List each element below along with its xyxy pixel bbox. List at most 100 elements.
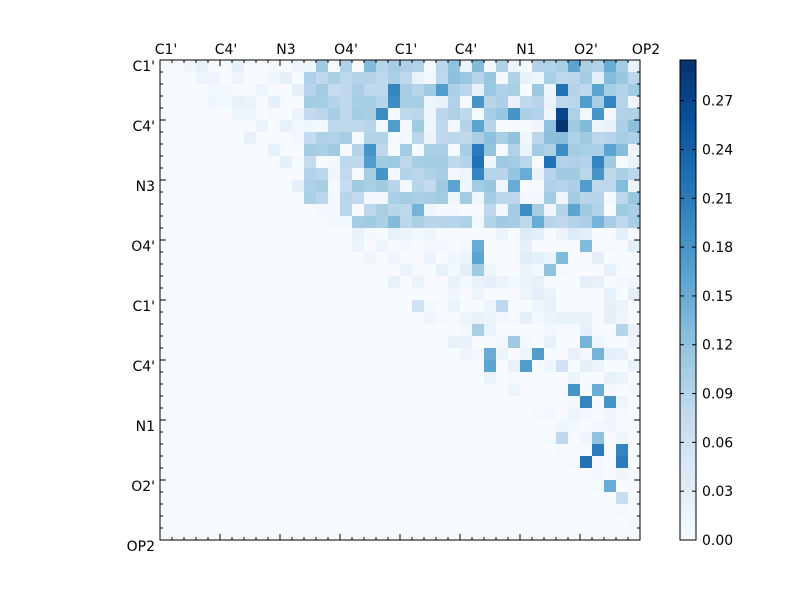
heatmap-cell — [292, 336, 305, 349]
heatmap-cell — [292, 516, 305, 529]
heatmap-cell — [388, 300, 401, 313]
heatmap-cell — [184, 180, 197, 193]
heatmap-cell — [592, 312, 605, 325]
heatmap-cell — [208, 264, 221, 277]
heatmap-cell — [580, 288, 593, 301]
heatmap-cell — [292, 276, 305, 289]
heatmap-cell — [568, 384, 581, 397]
heatmap-cell — [412, 432, 425, 445]
heatmap-cell — [328, 240, 341, 253]
heatmap-cell — [628, 492, 641, 505]
heatmap-cell — [364, 264, 377, 277]
heatmap-cell — [220, 288, 233, 301]
heatmap-cell — [628, 240, 641, 253]
heatmap-cell — [184, 528, 197, 541]
heatmap-cell — [388, 276, 401, 289]
heatmap-cell — [172, 216, 185, 229]
colorbar-tick-label: 0.00 — [702, 533, 733, 549]
heatmap-cell — [208, 204, 221, 217]
heatmap-cell — [304, 348, 317, 361]
heatmap-cell — [520, 300, 533, 313]
heatmap-cell — [256, 396, 269, 409]
heatmap-cell — [568, 228, 581, 241]
heatmap-cell — [268, 504, 281, 517]
heatmap-cell — [364, 276, 377, 289]
heatmap-cell — [160, 300, 173, 313]
heatmap-cell — [388, 516, 401, 529]
heatmap-cell — [196, 84, 209, 97]
heatmap-cell — [436, 276, 449, 289]
heatmap-cell — [556, 72, 569, 85]
heatmap-cell — [340, 336, 353, 349]
heatmap-cell — [364, 228, 377, 241]
heatmap-cell — [556, 180, 569, 193]
heatmap-cells — [160, 60, 641, 541]
heatmap-cell — [184, 240, 197, 253]
heatmap-cell — [388, 348, 401, 361]
heatmap-cell — [484, 432, 497, 445]
heatmap-cell — [160, 72, 173, 85]
heatmap-cell — [376, 312, 389, 325]
heatmap-cell — [268, 156, 281, 169]
heatmap-cell — [256, 288, 269, 301]
heatmap-cell — [268, 144, 281, 157]
heatmap-cell — [460, 72, 473, 85]
heatmap-cell — [196, 168, 209, 181]
heatmap-cell — [544, 108, 557, 121]
heatmap-cell — [460, 492, 473, 505]
heatmap-cell — [340, 180, 353, 193]
heatmap-cell — [580, 384, 593, 397]
heatmap-cell — [280, 528, 293, 541]
heatmap-cell — [280, 288, 293, 301]
heatmap-cell — [220, 324, 233, 337]
heatmap-cell — [556, 396, 569, 409]
heatmap-cell — [604, 108, 617, 121]
heatmap-cell — [292, 168, 305, 181]
heatmap-cell — [592, 108, 605, 121]
heatmap-cell — [376, 96, 389, 109]
heatmap-cell — [364, 432, 377, 445]
heatmap-cell — [208, 252, 221, 265]
x-tick-label: N1 — [516, 42, 535, 58]
heatmap-cell — [436, 372, 449, 385]
heatmap-cell — [280, 204, 293, 217]
heatmap-cell — [616, 60, 629, 73]
heatmap-cell — [604, 240, 617, 253]
heatmap-cell — [544, 264, 557, 277]
heatmap-cell — [376, 252, 389, 265]
heatmap-cell — [628, 432, 641, 445]
heatmap-cell — [544, 456, 557, 469]
heatmap-cell — [580, 132, 593, 145]
heatmap-cell — [376, 276, 389, 289]
heatmap-cell — [544, 300, 557, 313]
heatmap-cell — [208, 72, 221, 85]
heatmap-cell — [196, 516, 209, 529]
heatmap-cell — [616, 276, 629, 289]
heatmap-cell — [616, 528, 629, 541]
heatmap-cell — [268, 372, 281, 385]
heatmap-cell — [400, 180, 413, 193]
heatmap-cell — [508, 288, 521, 301]
heatmap-cell — [196, 252, 209, 265]
heatmap-cell — [328, 216, 341, 229]
heatmap-cell — [412, 264, 425, 277]
heatmap-cell — [616, 120, 629, 133]
heatmap-cell — [244, 456, 257, 469]
heatmap-cell — [220, 276, 233, 289]
heatmap-cell — [424, 288, 437, 301]
heatmap-cell — [292, 504, 305, 517]
heatmap-cell — [472, 264, 485, 277]
heatmap-cell — [628, 456, 641, 469]
heatmap-cell — [196, 468, 209, 481]
heatmap-cell — [496, 420, 509, 433]
heatmap-cell — [604, 276, 617, 289]
heatmap-cell — [244, 168, 257, 181]
heatmap-cell — [256, 96, 269, 109]
heatmap-cell — [232, 288, 245, 301]
heatmap-cell — [184, 60, 197, 73]
heatmap-cell — [352, 396, 365, 409]
heatmap-cell — [412, 480, 425, 493]
heatmap-cell — [340, 108, 353, 121]
heatmap-cell — [172, 480, 185, 493]
heatmap-cell — [340, 276, 353, 289]
